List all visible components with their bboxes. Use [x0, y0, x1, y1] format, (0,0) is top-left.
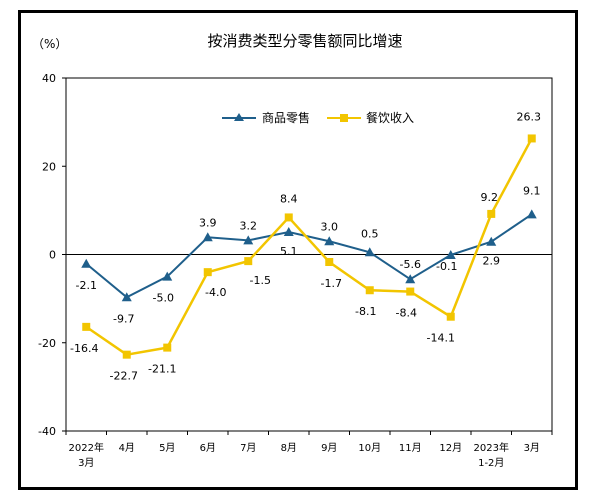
- x-tick-label: 3月: [78, 457, 94, 469]
- data-label-retail: 5.1: [280, 245, 298, 258]
- chart-title: 按消费类型分零售额同比增速: [207, 32, 402, 50]
- data-point-retail: [202, 232, 213, 242]
- data-point-retail: [405, 274, 416, 284]
- data-label-catering: 9.2: [481, 191, 499, 204]
- x-tick-label: 11月: [399, 442, 422, 454]
- data-label-retail: 3.0: [321, 220, 339, 233]
- y-tick-label: 0: [49, 249, 56, 262]
- data-label-retail: -2.1: [76, 279, 97, 292]
- data-point-catering: [203, 268, 212, 277]
- data-label-catering: 8.4: [280, 192, 298, 205]
- chart-frame: [18, 10, 578, 490]
- data-label-retail: 2.9: [483, 255, 501, 268]
- x-tick-label: 8月: [281, 442, 297, 454]
- data-point-retail: [445, 249, 456, 259]
- legend: 商品零售 餐饮收入: [222, 110, 414, 125]
- series-line-catering: [85, 137, 533, 356]
- data-point-catering: [122, 350, 131, 359]
- legend-label-catering: 餐饮收入: [366, 110, 414, 125]
- x-tick-label: 2023年: [474, 441, 509, 454]
- data-point-retail: [324, 236, 335, 246]
- legend-marker-catering: [340, 114, 348, 122]
- data-label-catering: -4.0: [205, 286, 226, 299]
- y-tick-label: 40: [42, 72, 56, 85]
- data-label-retail: 3.2: [240, 219, 258, 232]
- data-label-catering: -22.7: [110, 370, 138, 383]
- data-point-retail: [162, 271, 173, 281]
- data-point-catering: [82, 322, 91, 331]
- x-tick-label: 1-2月: [478, 457, 504, 469]
- y-tick-label: 20: [42, 160, 56, 173]
- data-point-retail: [283, 226, 294, 236]
- data-point-catering: [527, 134, 536, 143]
- data-point-catering: [163, 343, 172, 352]
- data-point-retail: [526, 209, 537, 219]
- x-tick-label: 7月: [240, 442, 256, 454]
- data-label-catering: 26.3: [517, 110, 542, 123]
- data-point-catering: [244, 257, 253, 266]
- x-tick-label: 4月: [119, 442, 135, 454]
- data-label-catering: -16.4: [70, 342, 98, 355]
- data-point-catering: [487, 209, 496, 218]
- x-tick-label: 9月: [321, 442, 337, 454]
- y-tick-label: -40: [38, 425, 56, 438]
- x-tick-label: 3月: [524, 442, 540, 454]
- x-tick-label: 10月: [358, 442, 381, 454]
- data-label-retail: -9.7: [113, 312, 134, 325]
- x-tick-label: 2022年: [69, 441, 104, 454]
- data-label-catering: -14.1: [427, 332, 455, 345]
- data-label-retail: -5.0: [153, 292, 174, 305]
- x-tick-label: 5月: [159, 442, 175, 454]
- data-point-catering: [284, 213, 293, 222]
- data-point-catering: [406, 287, 415, 296]
- series-line-retail: [85, 213, 533, 299]
- data-point-retail: [486, 236, 497, 246]
- legend-marker-retail: [234, 113, 244, 121]
- data-point-catering: [446, 312, 455, 321]
- data-label-retail: 9.1: [523, 184, 541, 197]
- data-point-catering: [365, 286, 374, 295]
- data-point-retail: [364, 247, 375, 257]
- data-point-retail: [81, 258, 92, 268]
- data-label-retail: 0.5: [361, 227, 379, 240]
- data-point-retail: [121, 292, 132, 302]
- data-label-retail: -0.1: [436, 260, 457, 273]
- y-tick-label: -20: [38, 337, 56, 350]
- data-label-catering: -21.1: [148, 363, 176, 376]
- data-label-catering: -1.5: [250, 274, 271, 287]
- data-point-retail: [243, 235, 254, 245]
- data-label-catering: -1.7: [321, 277, 342, 290]
- data-label-retail: 3.9: [199, 216, 217, 229]
- data-point-catering: [325, 258, 334, 267]
- data-label-catering: -8.1: [355, 305, 376, 318]
- data-label-catering: -8.4: [396, 307, 417, 320]
- y-unit-label: （%）: [32, 37, 67, 51]
- x-tick-label: 6月: [200, 442, 216, 454]
- legend-label-retail: 商品零售: [262, 110, 310, 125]
- x-tick-label: 12月: [439, 442, 462, 454]
- data-label-retail: -5.6: [400, 258, 421, 271]
